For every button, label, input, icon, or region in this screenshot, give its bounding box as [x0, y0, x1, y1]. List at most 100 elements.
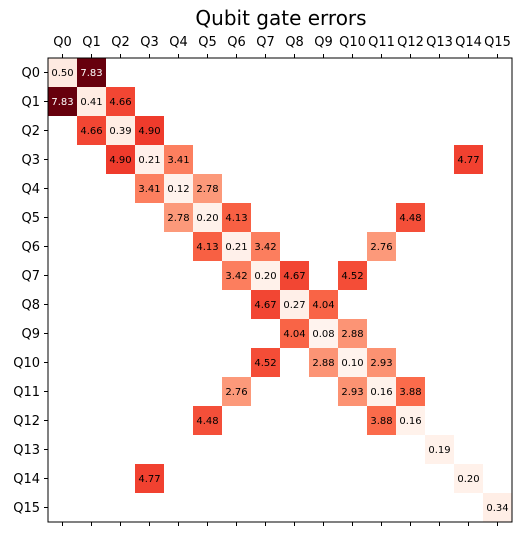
heatmap-cell-r5-c6 — [222, 203, 251, 232]
heatmap-cell-r11-c12 — [396, 377, 425, 406]
heatmap-cell-r2-c3 — [135, 116, 164, 145]
heatmap-cell-r2-c2 — [106, 116, 135, 145]
y-tick-label: Q12 — [13, 414, 40, 429]
cell-value-label: 3.42 — [254, 242, 276, 253]
cell-value-label: 0.16 — [399, 416, 421, 427]
cell-value-label: 0.21 — [138, 155, 160, 166]
cell-value-label: 4.48 — [399, 213, 421, 224]
heatmap-cell-r7-c6 — [222, 261, 251, 290]
y-tick-label: Q1 — [21, 95, 40, 110]
heatmap-cell-r9-c10 — [338, 319, 367, 348]
cell-value-label: 4.66 — [109, 97, 131, 108]
cell-value-label: 7.83 — [51, 97, 73, 108]
y-tick-label: Q0 — [21, 66, 40, 81]
heatmap-cell-r10-c10 — [338, 348, 367, 377]
heatmap-cell-r0-c0 — [48, 58, 77, 87]
heatmap-cell-r7-c8 — [280, 261, 309, 290]
heatmap-cell-r5-c12 — [396, 203, 425, 232]
heatmap-cell-r6-c11 — [367, 232, 396, 261]
x-tick-label: Q2 — [111, 35, 130, 50]
heatmap-cell-r4-c3 — [135, 174, 164, 203]
cell-value-label: 0.20 — [254, 271, 276, 282]
ticks-layer: Q0 Q0 Q1 Q1 Q2 Q2 Q3 Q3 Q4 Q4 Q5 Q5 Q6 Q6 Q7 Q7 Q8 Q8 Q9 Q9… — [13, 35, 511, 526]
x-tick-label: Q6 — [227, 35, 246, 50]
plot-frame — [47, 57, 513, 523]
heatmap-cell-r11-c11 — [367, 377, 396, 406]
cell-value-label: 2.88 — [312, 358, 334, 369]
cell-value-label: 4.77 — [457, 155, 479, 166]
cell-value-label: 4.52 — [341, 271, 363, 282]
heatmap-cell-r13-c13 — [425, 435, 454, 464]
heatmap-cell-r10-c11 — [367, 348, 396, 377]
cell-value-label: 0.20 — [196, 213, 218, 224]
cell-value-label: 2.78 — [196, 184, 218, 195]
heatmap-cell-r1-c2 — [106, 87, 135, 116]
y-tick-label: Q14 — [13, 472, 40, 487]
x-tick-label: Q3 — [140, 35, 159, 50]
heatmap-cell-r6-c5 — [193, 232, 222, 261]
x-tick-label: Q11 — [368, 35, 395, 50]
cell-value-label: 3.88 — [399, 387, 421, 398]
heatmap-cell-r3-c3 — [135, 145, 164, 174]
cell-value-label: 4.67 — [283, 271, 305, 282]
chart-title: Qubit gate errors — [195, 6, 366, 30]
cell-value-label: 0.16 — [370, 387, 392, 398]
cell-value-label: 0.12 — [167, 184, 189, 195]
heatmap-cell-r7-c10 — [338, 261, 367, 290]
cell-value-label: 0.34 — [486, 503, 508, 514]
cell-value-label: 0.08 — [312, 329, 334, 340]
heatmap-cell-r8-c9 — [309, 290, 338, 319]
y-tick-label: Q2 — [21, 124, 40, 139]
cell-value-label: 4.77 — [138, 474, 160, 485]
y-tick-label: Q7 — [21, 269, 40, 284]
cell-value-label: 0.10 — [341, 358, 363, 369]
cell-value-label: 2.93 — [341, 387, 363, 398]
cell-value-label: 4.66 — [80, 126, 102, 137]
heatmap-cell-r9-c9 — [309, 319, 338, 348]
heatmap-cell-r5-c4 — [164, 203, 193, 232]
heatmap-cell-r15-c15 — [483, 493, 512, 522]
x-tick-label: Q12 — [397, 35, 424, 50]
cell-value-label: 0.39 — [109, 126, 131, 137]
heatmap-cell-r11-c6 — [222, 377, 251, 406]
cell-value-label: 4.67 — [254, 300, 276, 311]
cell-value-label: 2.78 — [167, 213, 189, 224]
cell-value-label: 3.42 — [225, 271, 247, 282]
cell-value-label: 2.76 — [370, 242, 392, 253]
heatmap-cell-r12-c12 — [396, 406, 425, 435]
heatmap-cell-r14-c3 — [135, 464, 164, 493]
cell-value-label: 4.13 — [196, 242, 218, 253]
y-tick-label: Q6 — [21, 240, 40, 255]
cell-value-label: 4.52 — [254, 358, 276, 369]
heatmap-cell-r7-c7 — [251, 261, 280, 290]
heatmap-cell-r4-c5 — [193, 174, 222, 203]
cell-value-label: 4.90 — [138, 126, 160, 137]
x-tick-label: Q5 — [198, 35, 217, 50]
heatmap-cell-r10-c7 — [251, 348, 280, 377]
heatmap-cell-r11-c10 — [338, 377, 367, 406]
heatmap-cell-r12-c11 — [367, 406, 396, 435]
heatmap-cell-r6-c6 — [222, 232, 251, 261]
y-tick-label: Q9 — [21, 327, 40, 342]
heatmap-cell-r9-c8 — [280, 319, 309, 348]
cell-value-label: 2.88 — [341, 329, 363, 340]
heatmap-cell-r1-c0 — [48, 87, 77, 116]
x-tick-label: Q13 — [426, 35, 453, 50]
x-tick-label: Q15 — [484, 35, 511, 50]
heatmap-cell-r6-c7 — [251, 232, 280, 261]
y-tick-label: Q10 — [13, 356, 40, 371]
y-tick-label: Q8 — [21, 298, 40, 313]
x-tick-label: Q7 — [256, 35, 275, 50]
cell-labels-layer: 0.50 7.83 7.83 0.41 4.66 4.66 0.39 4.90 4.90 0.21… — [51, 68, 508, 514]
heatmap-cell-r5-c5 — [193, 203, 222, 232]
cell-value-label: 0.27 — [283, 300, 305, 311]
cells-layer — [48, 58, 512, 522]
heatmap-cell-r14-c14 — [454, 464, 483, 493]
cell-value-label: 2.93 — [370, 358, 392, 369]
cell-value-label: 4.04 — [283, 329, 305, 340]
cell-value-label: 3.41 — [138, 184, 160, 195]
cell-value-label: 0.41 — [80, 97, 102, 108]
heatmap-cell-r8-c8 — [280, 290, 309, 319]
x-tick-label: Q0 — [53, 35, 72, 50]
